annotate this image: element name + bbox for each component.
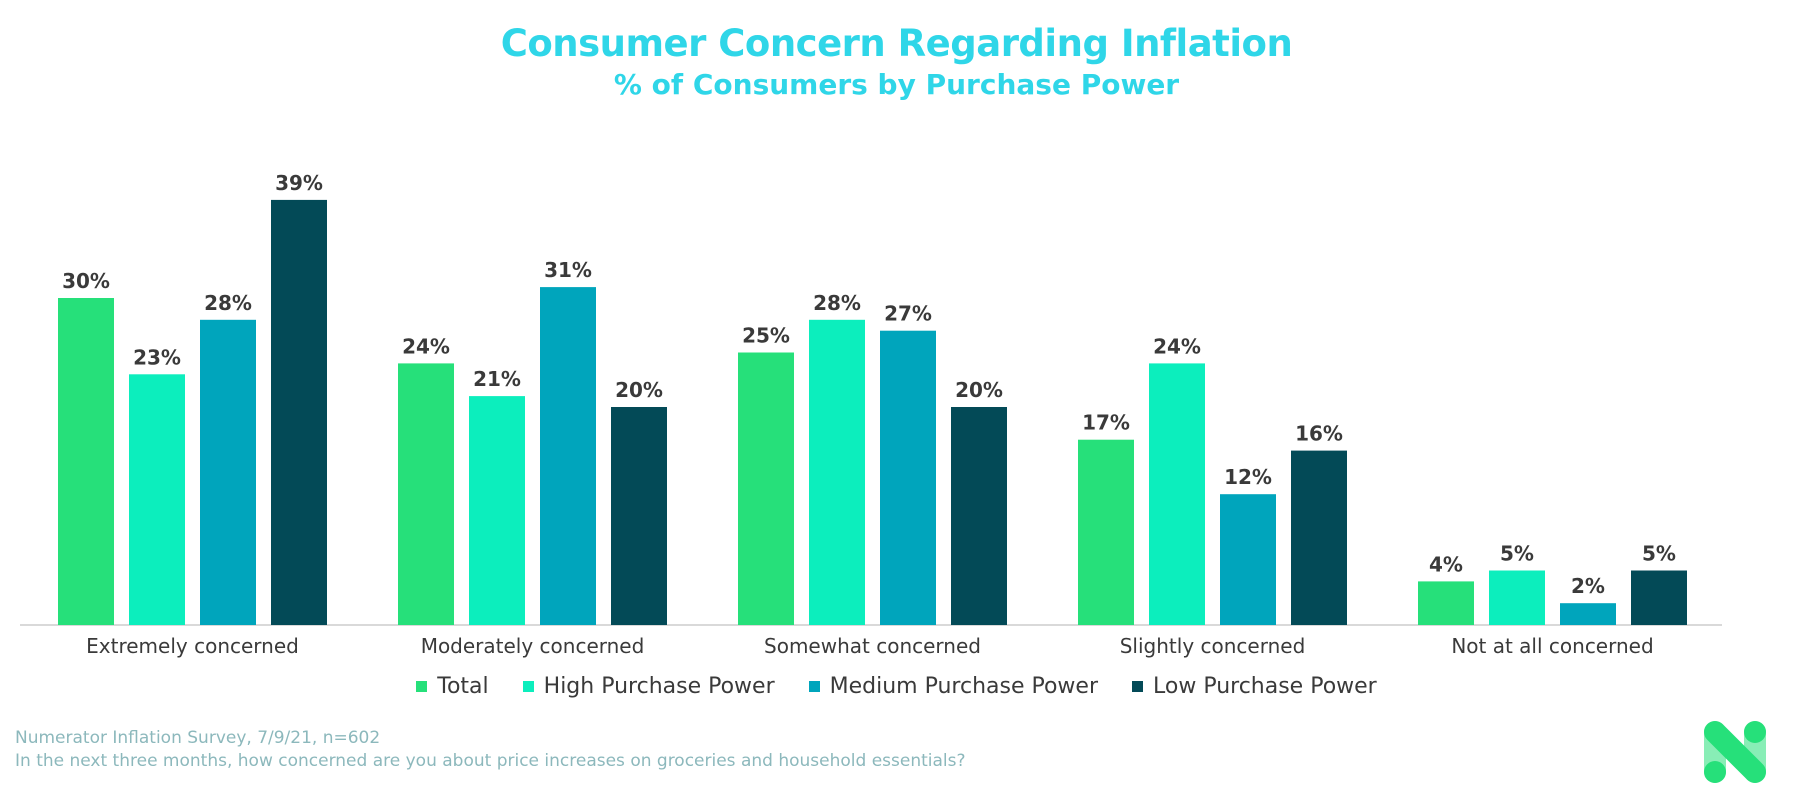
category-label: Slightly concerned [1120,634,1306,658]
source-note: Numerator Inflation Survey, 7/9/21, n=60… [15,727,966,773]
chart-subtitle: % of Consumers by Purchase Power [613,68,1180,101]
chart-legend: Total High Purchase Power Medium Purchase … [0,674,1793,699]
data-label: 16% [1295,422,1343,446]
data-label: 30% [62,269,110,293]
bar-high-purchase-power-5 [1489,570,1545,625]
data-label: 25% [742,324,790,348]
bar-total-2 [398,363,454,625]
legend-item: Total [416,674,489,699]
data-label: 39% [275,171,323,195]
bar-medium-purchase-power-3 [880,330,936,625]
bar-high-purchase-power-1 [129,374,185,625]
bar-high-purchase-power-3 [809,319,865,625]
category-label: Not at all concerned [1451,634,1653,658]
data-label: 24% [402,334,450,358]
legend-swatch [1132,681,1143,692]
data-label: 28% [813,291,861,315]
bar-total-3 [738,352,794,625]
bar-low-purchase-power-1 [271,199,327,625]
bar-medium-purchase-power-5 [1560,603,1616,625]
legend-item: High Purchase Power [522,674,775,699]
data-label: 31% [544,258,592,282]
data-label: 17% [1082,411,1130,435]
category-label: Extremely concerned [86,634,299,658]
legend-item: Low Purchase Power [1132,674,1377,699]
bar-chart: 30% 23% 28% 39% Extremely concerned 24% 21% 31%… [20,171,1722,658]
bar-high-purchase-power-4 [1149,363,1205,625]
bar-medium-purchase-power-2 [540,287,596,625]
bar-low-purchase-power-4 [1291,450,1347,625]
source-line-1: Numerator Inflation Survey, 7/9/21, n=60… [15,728,381,748]
bar-low-purchase-power-3 [951,407,1007,625]
data-label: 2% [1571,574,1605,598]
legend-swatch [522,681,534,692]
data-label: 5% [1642,542,1676,566]
data-label: 5% [1500,542,1534,566]
legend-label: Medium Purchase Power [829,674,1098,699]
data-label: 12% [1224,465,1272,489]
bar-high-purchase-power-2 [469,396,525,625]
category-label: Somewhat concerned [764,634,981,658]
legend-swatch [416,681,428,692]
bar-total-5 [1418,581,1474,625]
bar-medium-purchase-power-4 [1220,494,1276,625]
legend-swatch [808,681,820,692]
legend-label: Total [437,674,489,699]
category-label: Moderately concerned [421,634,645,658]
legend-label: High Purchase Power [543,674,775,699]
chart-title: Consumer Concern Regarding Inflation [500,22,1293,65]
data-label: 4% [1429,552,1463,576]
bar-low-purchase-power-2 [611,407,667,625]
data-label: 27% [884,302,932,326]
source-question: In the next three months, how concerned … [15,751,966,771]
legend-label: Low Purchase Power [1153,674,1377,699]
data-label: 28% [204,291,252,315]
data-label: 23% [133,345,181,369]
bar-low-purchase-power-5 [1631,570,1687,625]
bar-medium-purchase-power-1 [200,319,256,625]
data-label: 24% [1153,334,1201,358]
data-label: 20% [615,378,663,402]
data-label: 20% [955,378,1003,402]
legend-item: Medium Purchase Power [808,674,1098,699]
bar-total-1 [58,298,114,625]
bar-total-4 [1078,439,1134,625]
numerator-n-logo-icon [1704,721,1766,783]
data-label: 21% [473,367,521,391]
